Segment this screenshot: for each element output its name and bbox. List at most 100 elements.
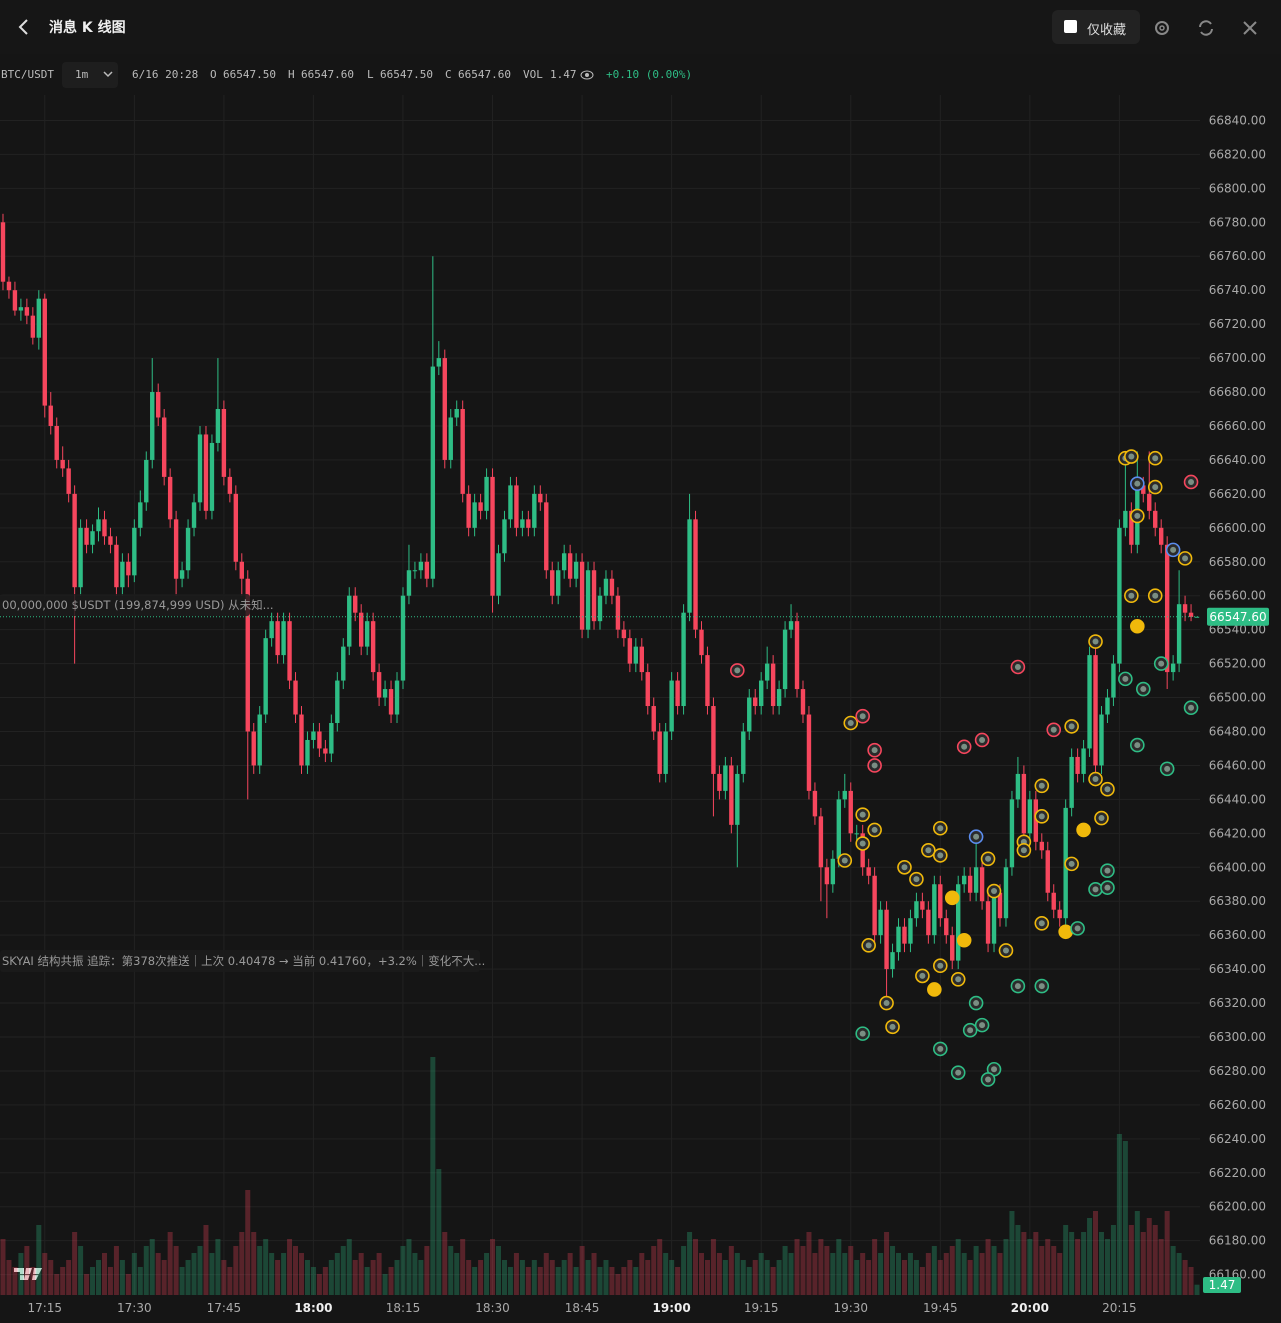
candle-body — [544, 502, 549, 571]
news-marker[interactable] — [1153, 656, 1169, 671]
news-marker[interactable] — [921, 843, 936, 858]
bar-time: 6/16 20:28 — [132, 68, 199, 81]
y-tick-label: 66400.00 — [1209, 860, 1266, 874]
news-marker[interactable] — [1100, 863, 1115, 878]
news-marker[interactable] — [974, 1017, 990, 1033]
news-marker[interactable] — [867, 742, 882, 758]
news-marker[interactable] — [1058, 924, 1073, 940]
news-marker[interactable] — [1177, 551, 1193, 566]
news-marker[interactable] — [1130, 476, 1145, 491]
news-marker[interactable] — [998, 943, 1014, 958]
news-marker[interactable] — [1118, 671, 1133, 687]
interval-select[interactable]: 1m — [62, 62, 118, 88]
news-marker[interactable] — [980, 1072, 996, 1087]
news-marker[interactable] — [885, 1019, 900, 1035]
news-marker[interactable] — [837, 853, 853, 868]
checkbox[interactable] — [1064, 20, 1077, 33]
news-marker[interactable] — [932, 958, 948, 974]
news-marker[interactable] — [867, 822, 882, 838]
news-marker[interactable] — [843, 715, 859, 731]
news-marker[interactable] — [1100, 781, 1115, 797]
news-marker[interactable] — [1135, 681, 1151, 697]
news-marker[interactable] — [956, 739, 972, 755]
news-marker[interactable] — [1124, 588, 1139, 604]
news-marker[interactable] — [897, 859, 912, 875]
news-marker[interactable] — [1088, 634, 1103, 649]
news-marker[interactable] — [855, 807, 870, 822]
news-marker[interactable] — [1165, 542, 1181, 558]
news-marker[interactable] — [1034, 915, 1050, 931]
news-marker[interactable] — [1034, 809, 1050, 824]
marker-icon — [859, 1030, 866, 1037]
news-marker[interactable] — [944, 890, 960, 906]
news-marker[interactable] — [974, 732, 990, 748]
news-marker[interactable] — [927, 982, 942, 997]
volume-bar — [1003, 1239, 1009, 1295]
settings-button[interactable] — [1152, 18, 1172, 38]
news-marker[interactable] — [855, 708, 870, 724]
news-marker[interactable] — [1088, 882, 1103, 897]
news-marker[interactable] — [1016, 843, 1032, 858]
news-marker[interactable] — [730, 663, 745, 678]
back-button[interactable] — [16, 17, 32, 37]
news-marker[interactable] — [855, 1026, 870, 1041]
volume-bar — [48, 1260, 54, 1295]
news-marker[interactable] — [861, 938, 876, 953]
news-marker[interactable] — [1147, 450, 1163, 466]
news-marker[interactable] — [1010, 659, 1026, 675]
candle-body — [239, 561, 244, 579]
news-marker[interactable] — [932, 820, 948, 836]
volume-bar — [812, 1253, 818, 1295]
volume-bar — [113, 1246, 119, 1295]
news-marker[interactable] — [1183, 700, 1199, 716]
news-marker[interactable] — [1046, 722, 1062, 738]
news-marker[interactable] — [1183, 474, 1199, 490]
news-marker[interactable] — [1130, 737, 1145, 753]
news-marker[interactable] — [1159, 761, 1175, 777]
volume-bar — [824, 1246, 830, 1295]
news-marker[interactable] — [1147, 479, 1163, 495]
close-button[interactable] — [1241, 19, 1259, 37]
eye-icon[interactable] — [580, 69, 594, 81]
news-marker[interactable] — [1100, 880, 1115, 895]
news-marker[interactable] — [1124, 449, 1139, 464]
news-marker[interactable] — [968, 829, 984, 845]
candle-body — [1003, 867, 1009, 919]
news-marker[interactable] — [1130, 508, 1145, 524]
news-marker[interactable] — [1076, 822, 1091, 838]
news-marker[interactable] — [932, 1041, 948, 1057]
candle-body — [842, 790, 847, 800]
news-marker[interactable] — [1094, 810, 1109, 826]
news-marker[interactable] — [879, 995, 894, 1011]
marker-icon — [841, 857, 848, 864]
news-marker[interactable] — [932, 848, 948, 863]
news-marker[interactable] — [1130, 618, 1145, 634]
news-marker[interactable] — [855, 836, 870, 851]
news-marker[interactable] — [1064, 719, 1079, 734]
refresh-button[interactable] — [1196, 18, 1216, 38]
news-marker[interactable] — [1147, 588, 1163, 604]
news-marker[interactable] — [980, 851, 996, 867]
volume-bar — [501, 1260, 507, 1295]
news-marker[interactable] — [915, 968, 930, 984]
news-marker[interactable] — [909, 871, 924, 887]
news-marker[interactable] — [968, 995, 984, 1011]
volume-bar — [1176, 1253, 1182, 1295]
news-marker[interactable] — [1088, 771, 1103, 787]
news-marker[interactable] — [1034, 978, 1050, 994]
news-marker[interactable] — [1010, 978, 1026, 994]
favorites-toggle[interactable]: 仅收藏 — [1052, 10, 1140, 44]
news-marker[interactable] — [867, 758, 882, 773]
news-marker[interactable] — [1064, 856, 1079, 872]
news-marker[interactable] — [950, 971, 966, 987]
candle-body — [747, 697, 752, 732]
news-marker[interactable] — [950, 1065, 966, 1080]
news-marker[interactable] — [1034, 778, 1050, 794]
news-marker[interactable] — [956, 932, 972, 948]
candle-body — [173, 519, 179, 579]
marker-icon — [1188, 704, 1195, 711]
volume-bar — [1027, 1239, 1033, 1295]
news-marker[interactable] — [1070, 921, 1085, 936]
news-marker[interactable] — [986, 883, 1002, 899]
news-marker[interactable] — [962, 1022, 978, 1038]
